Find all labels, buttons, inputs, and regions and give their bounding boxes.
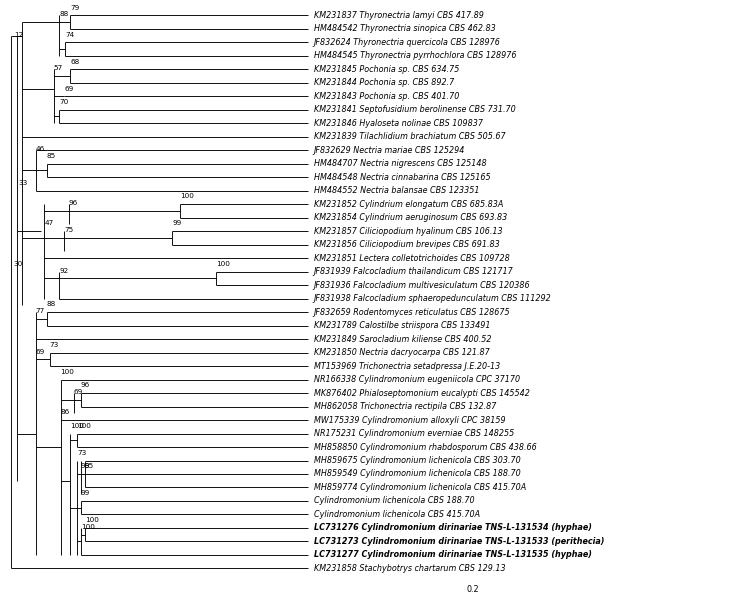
- Text: 68: 68: [70, 58, 79, 64]
- Text: 88: 88: [47, 302, 55, 308]
- Text: KM231850 Nectria dacryocarpa CBS 121.87: KM231850 Nectria dacryocarpa CBS 121.87: [314, 348, 489, 357]
- Text: 98: 98: [81, 463, 90, 469]
- Text: 100: 100: [78, 423, 91, 429]
- Text: NR175231 Cylindromonium everniae CBS 148255: NR175231 Cylindromonium everniae CBS 148…: [314, 429, 514, 438]
- Text: Cylindromonium lichenicola CBS 188.70: Cylindromonium lichenicola CBS 188.70: [314, 496, 474, 505]
- Text: KM231854 Cylindrium aeruginosum CBS 693.83: KM231854 Cylindrium aeruginosum CBS 693.…: [314, 213, 507, 222]
- Text: MH862058 Trichonectria rectipila CBS 132.87: MH862058 Trichonectria rectipila CBS 132…: [314, 402, 496, 411]
- Text: 96: 96: [69, 200, 78, 206]
- Text: JF832624 Thyronectria quercicola CBS 128976: JF832624 Thyronectria quercicola CBS 128…: [314, 38, 500, 46]
- Text: NR166338 Cylindromonium eugeniicola CPC 37170: NR166338 Cylindromonium eugeniicola CPC …: [314, 375, 519, 384]
- Text: 100: 100: [81, 524, 95, 530]
- Text: JF832629 Nectria mariae CBS 125294: JF832629 Nectria mariae CBS 125294: [314, 145, 465, 155]
- Text: 92: 92: [59, 268, 68, 274]
- Text: KM231846 Hyaloseta nolinae CBS 109837: KM231846 Hyaloseta nolinae CBS 109837: [314, 119, 482, 128]
- Text: HM484542 Thyronectria sinopica CBS 462.83: HM484542 Thyronectria sinopica CBS 462.8…: [314, 24, 495, 33]
- Text: 47: 47: [44, 221, 54, 226]
- Text: KM231844 Pochonia sp. CBS 892.7: KM231844 Pochonia sp. CBS 892.7: [314, 78, 454, 87]
- Text: 79: 79: [70, 5, 79, 11]
- Text: 100: 100: [84, 517, 98, 523]
- Text: 33: 33: [18, 180, 27, 186]
- Text: 100: 100: [216, 261, 230, 267]
- Text: 70: 70: [59, 99, 68, 105]
- Text: MH859549 Cylindromonium lichenicola CBS 188.70: MH859549 Cylindromonium lichenicola CBS …: [314, 470, 520, 479]
- Text: KM231839 Tilachlidium brachiatum CBS 505.67: KM231839 Tilachlidium brachiatum CBS 505…: [314, 132, 505, 141]
- Text: JF831936 Falcocladium multivesiculatum CBS 120386: JF831936 Falcocladium multivesiculatum C…: [314, 281, 531, 290]
- Text: 96: 96: [81, 382, 90, 389]
- Text: 100: 100: [61, 369, 75, 375]
- Text: 75: 75: [64, 227, 73, 233]
- Text: KM231841 Septofusidium berolinense CBS 731.70: KM231841 Septofusidium berolinense CBS 7…: [314, 105, 516, 114]
- Text: 73: 73: [78, 450, 87, 456]
- Text: 0.2: 0.2: [466, 585, 479, 594]
- Text: 99: 99: [172, 221, 182, 226]
- Text: LC731277 Cylindromonium dirinariae TNS-L-131535 (hyphae): LC731277 Cylindromonium dirinariae TNS-L…: [314, 551, 591, 560]
- Text: HM484548 Nectria cinnabarina CBS 125165: HM484548 Nectria cinnabarina CBS 125165: [314, 173, 491, 182]
- Text: KM231858 Stachybotrys chartarum CBS 129.13: KM231858 Stachybotrys chartarum CBS 129.…: [314, 564, 505, 573]
- Text: KM231857 Ciliciopodium hyalinum CBS 106.13: KM231857 Ciliciopodium hyalinum CBS 106.…: [314, 226, 502, 235]
- Text: 100: 100: [180, 194, 194, 200]
- Text: LC731273 Cylindromonium dirinariae TNS-L-131533 (perithecia): LC731273 Cylindromonium dirinariae TNS-L…: [314, 537, 604, 546]
- Text: 12: 12: [13, 32, 23, 38]
- Text: MH859675 Cylindromonium lichenicola CBS 303.70: MH859675 Cylindromonium lichenicola CBS …: [314, 456, 520, 465]
- Text: 74: 74: [65, 32, 74, 38]
- Text: 100: 100: [70, 423, 84, 429]
- Text: 46: 46: [36, 146, 45, 152]
- Text: HM484545 Thyronectria pyrrhochlora CBS 128976: HM484545 Thyronectria pyrrhochlora CBS 1…: [314, 51, 517, 60]
- Text: MW175339 Cylindromonium alloxyli CPC 38159: MW175339 Cylindromonium alloxyli CPC 381…: [314, 415, 505, 424]
- Text: JF832659 Rodentomyces reticulatus CBS 128675: JF832659 Rodentomyces reticulatus CBS 12…: [314, 308, 511, 316]
- Text: 30: 30: [13, 261, 23, 267]
- Text: HM484707 Nectria nigrescens CBS 125148: HM484707 Nectria nigrescens CBS 125148: [314, 159, 486, 168]
- Text: HM484552 Nectria balansae CBS 123351: HM484552 Nectria balansae CBS 123351: [314, 186, 480, 195]
- Text: MK876402 Phialoseptomonium eucalypti CBS 145542: MK876402 Phialoseptomonium eucalypti CBS…: [314, 389, 530, 398]
- Text: Cylindromonium lichenicola CBS 415.70A: Cylindromonium lichenicola CBS 415.70A: [314, 510, 480, 519]
- Text: 88: 88: [59, 11, 68, 17]
- Text: 85: 85: [47, 153, 55, 159]
- Text: MH858850 Cylindromonium rhabdosporum CBS 438.66: MH858850 Cylindromonium rhabdosporum CBS…: [314, 442, 536, 452]
- Text: JF831939 Falcocladium thailandicum CBS 121717: JF831939 Falcocladium thailandicum CBS 1…: [314, 267, 514, 276]
- Text: JF831938 Falcocladium sphaeropedunculatum CBS 111292: JF831938 Falcocladium sphaeropedunculatu…: [314, 294, 551, 303]
- Text: KM231837 Thyronectria lamyi CBS 417.89: KM231837 Thyronectria lamyi CBS 417.89: [314, 11, 483, 20]
- Text: KM231843 Pochonia sp. CBS 401.70: KM231843 Pochonia sp. CBS 401.70: [314, 92, 459, 101]
- Text: 69: 69: [64, 85, 73, 92]
- Text: 69: 69: [74, 389, 83, 395]
- Text: 77: 77: [36, 308, 45, 314]
- Text: LC731276 Cylindromonium dirinariae TNS-L-131534 (hyphae): LC731276 Cylindromonium dirinariae TNS-L…: [314, 523, 591, 532]
- Text: KM231851 Lectera colletotrichoides CBS 109728: KM231851 Lectera colletotrichoides CBS 1…: [314, 254, 509, 263]
- Text: 86: 86: [61, 409, 70, 415]
- Text: KM231856 Ciliciopodium brevipes CBS 691.83: KM231856 Ciliciopodium brevipes CBS 691.…: [314, 240, 500, 249]
- Text: KM231849 Sarocladium kiliense CBS 400.52: KM231849 Sarocladium kiliense CBS 400.52: [314, 334, 491, 343]
- Text: 57: 57: [54, 66, 63, 72]
- Text: MH859774 Cylindromonium lichenicola CBS 415.70A: MH859774 Cylindromonium lichenicola CBS …: [314, 483, 526, 492]
- Text: MT153969 Trichonectria setadpressa J.E.20-13: MT153969 Trichonectria setadpressa J.E.2…: [314, 362, 500, 371]
- Text: KM231789 Calostilbe striispora CBS 133491: KM231789 Calostilbe striispora CBS 13349…: [314, 321, 490, 330]
- Text: 99: 99: [81, 491, 90, 496]
- Text: 73: 73: [50, 342, 58, 348]
- Text: KM231852 Cylindrium elongatum CBS 685.83A: KM231852 Cylindrium elongatum CBS 685.83…: [314, 200, 503, 209]
- Text: 95: 95: [84, 463, 94, 469]
- Text: KM231845 Pochonia sp. CBS 634.75: KM231845 Pochonia sp. CBS 634.75: [314, 65, 459, 74]
- Text: 69: 69: [36, 349, 45, 355]
